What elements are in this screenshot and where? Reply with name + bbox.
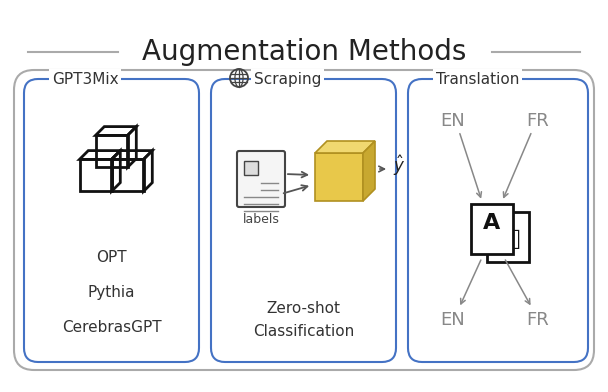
Text: A: A bbox=[483, 212, 500, 232]
Text: OPT: OPT bbox=[96, 249, 127, 265]
Text: CerebrasGPT: CerebrasGPT bbox=[61, 319, 161, 334]
Text: Translation: Translation bbox=[436, 71, 519, 87]
FancyBboxPatch shape bbox=[211, 79, 396, 362]
Text: EN: EN bbox=[441, 311, 465, 329]
Text: Zero-shot
Classification: Zero-shot Classification bbox=[253, 301, 354, 339]
Text: Augmentation Methods: Augmentation Methods bbox=[142, 38, 466, 66]
FancyBboxPatch shape bbox=[487, 212, 529, 261]
FancyBboxPatch shape bbox=[408, 79, 588, 362]
Polygon shape bbox=[315, 141, 375, 153]
Text: Scraping: Scraping bbox=[254, 71, 322, 87]
Text: EN: EN bbox=[441, 112, 465, 130]
Text: FR: FR bbox=[527, 112, 550, 130]
FancyBboxPatch shape bbox=[14, 70, 594, 370]
Text: 文: 文 bbox=[507, 229, 520, 249]
Polygon shape bbox=[315, 153, 363, 201]
Text: GPT3Mix: GPT3Mix bbox=[52, 71, 119, 87]
FancyBboxPatch shape bbox=[244, 161, 258, 175]
Text: labels: labels bbox=[243, 213, 280, 226]
Text: FR: FR bbox=[527, 311, 550, 329]
Text: Pythia: Pythia bbox=[88, 285, 135, 299]
Polygon shape bbox=[363, 141, 375, 201]
FancyBboxPatch shape bbox=[237, 151, 285, 207]
Text: $\hat{y}$: $\hat{y}$ bbox=[393, 154, 406, 178]
FancyBboxPatch shape bbox=[471, 203, 513, 254]
FancyBboxPatch shape bbox=[24, 79, 199, 362]
